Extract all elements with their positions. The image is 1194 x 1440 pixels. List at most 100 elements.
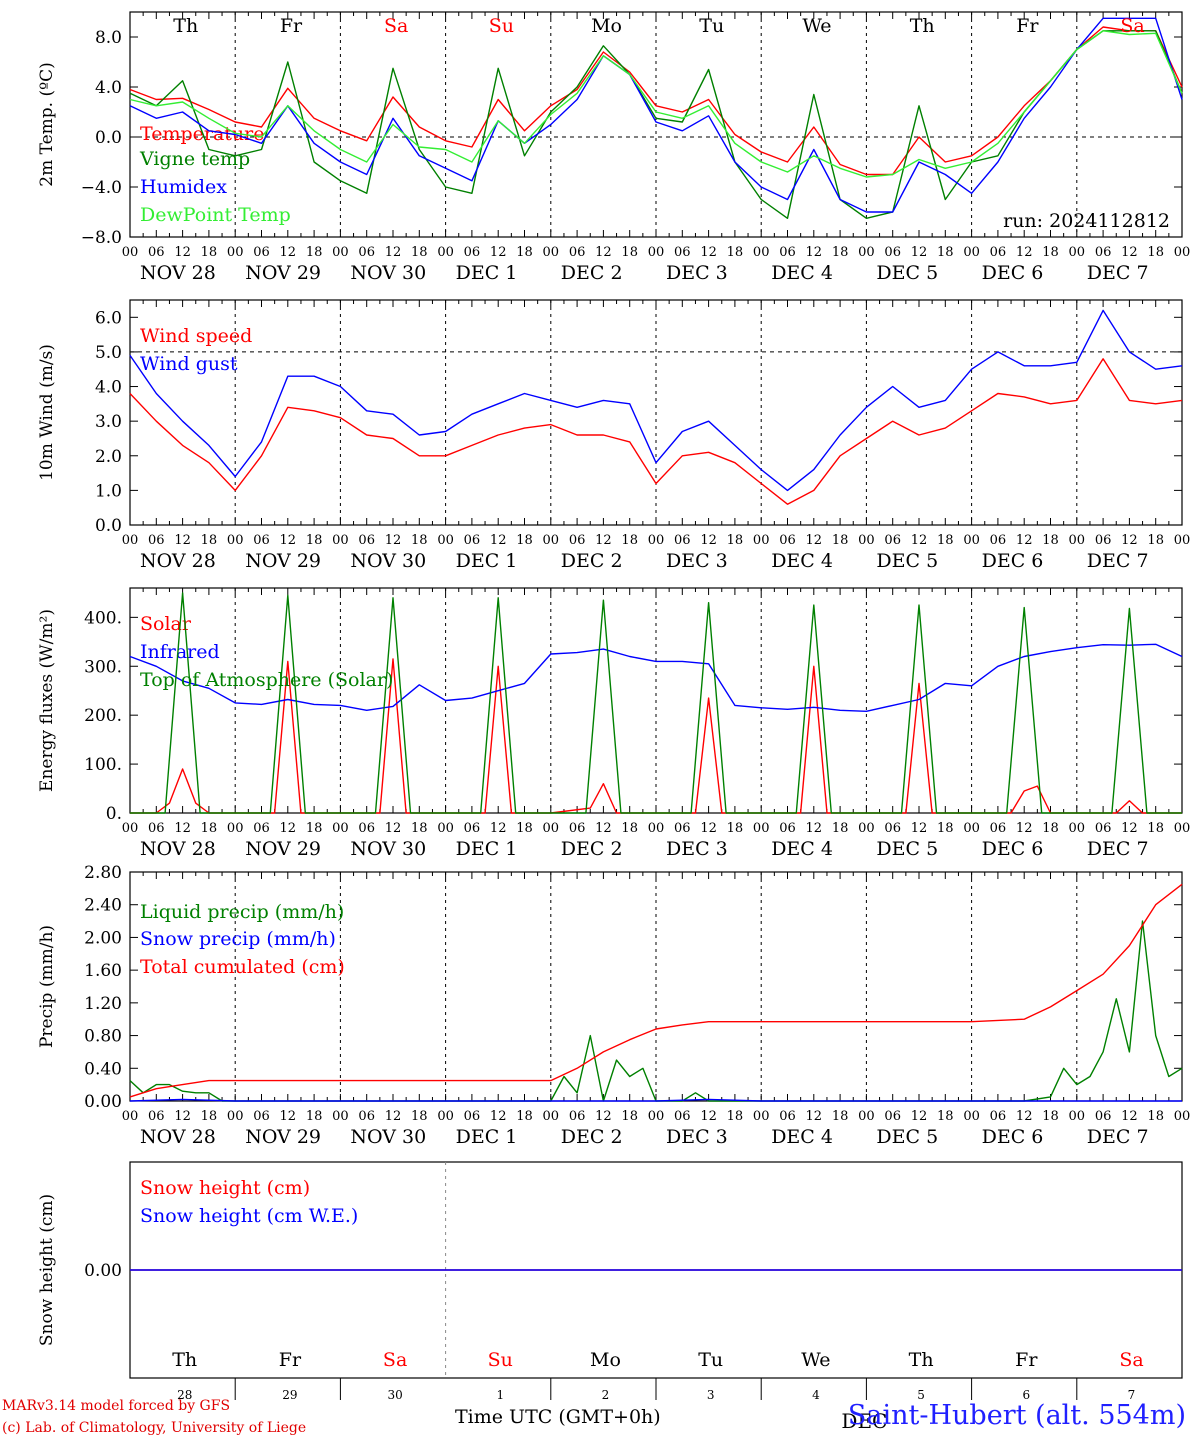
y-tick-label: −8.0 [81,228,122,248]
hour-tick-label: 18 [937,245,954,260]
hour-tick-label: 06 [569,1109,586,1124]
hour-tick-label: 06 [464,533,481,548]
hour-tick-label: 12 [1121,821,1138,836]
hour-tick-label: 18 [306,821,323,836]
hour-tick-label: 18 [937,821,954,836]
day-number-label: 3 [707,1388,715,1402]
hour-tick-label: 06 [990,1109,1007,1124]
day-name-label: Th [172,1349,197,1371]
hour-tick-label: 00 [437,245,454,260]
date-label: DEC 2 [561,1126,623,1148]
hour-tick-label: 06 [674,533,691,548]
date-label: DEC 2 [561,262,623,284]
day-number-label: 7 [1128,1388,1136,1402]
hour-tick-label: 00 [858,821,875,836]
series-line-wind-speed [129,358,1183,505]
day-name-label: Th [910,15,935,37]
panel-1: 00 06 12 18 00 06 12 18 00 06 12 18 00 06 12 18 00 06 12 18… [37,11,1190,284]
date-label: DEC 4 [771,262,833,284]
hour-tick-label: 12 [490,245,507,260]
date-label: DEC 6 [982,838,1044,860]
hour-tick-label: 12 [174,821,191,836]
hour-tick-label: 18 [306,533,323,548]
day-number-label: 29 [282,1388,297,1402]
hour-tick-label: 06 [253,1109,270,1124]
hour-tick-label: 00 [332,245,349,260]
hour-tick-label: 00 [332,821,349,836]
hour-tick-label: 06 [884,1109,901,1124]
date-label: NOV 29 [245,262,321,284]
y-tick-label: 1.20 [84,994,122,1014]
hour-tick-label: 12 [911,245,928,260]
date-label: NOV 28 [140,550,216,572]
hour-tick-label: 06 [253,245,270,260]
day-name-label: Fr [1015,1349,1038,1371]
date-label: DEC 6 [982,1126,1044,1148]
hour-tick-label: 12 [385,1109,402,1124]
legend-label: Top of Atmosphere (Solar) [140,669,393,691]
day-number-label: 4 [812,1388,820,1402]
hour-tick-label: 00 [963,533,980,548]
y-tick-label: 400. [84,608,122,628]
hour-tick-label: 06 [569,533,586,548]
date-label: DEC 7 [1087,262,1149,284]
y-axis-label: 10m Wind (m/s) [37,344,57,481]
date-label: DEC 6 [982,262,1044,284]
time-axis-title: Time UTC (GMT+0h) [455,1406,661,1428]
hour-tick-label: 12 [806,821,823,836]
hour-tick-label: 06 [674,821,691,836]
hour-tick-label: 00 [543,1109,560,1124]
date-label: DEC 7 [1087,838,1149,860]
legend-label: Snow precip (mm/h) [140,928,336,950]
date-label: DEC 2 [561,838,623,860]
hour-tick-label: 00 [753,821,770,836]
date-label: DEC 5 [876,550,938,572]
hour-tick-label: 18 [306,1109,323,1124]
series-line-snow-precip-mm-h- [129,1098,1182,1102]
hour-tick-label: 06 [990,533,1007,548]
chart-panels: 00 06 12 18 00 06 12 18 00 06 12 18 00 06 12 18 00 06 12 18… [37,11,1190,1433]
hour-tick-label: 12 [700,1109,717,1124]
series-line-wind-gust [129,309,1183,492]
hour-tick-label: 18 [1042,821,1059,836]
hour-tick-label: 06 [990,821,1007,836]
day-name-label: Sa [384,15,408,37]
day-name-label: We [802,15,831,37]
date-label: DEC 7 [1087,1126,1149,1148]
date-label: NOV 28 [140,262,216,284]
hour-tick-label: 00 [963,821,980,836]
hour-tick-label: 18 [1147,533,1164,548]
hour-tick-label: 06 [358,821,375,836]
day-name-label: Su [488,1349,513,1371]
day-number-label: 6 [1022,1388,1030,1402]
date-label: NOV 29 [245,1126,321,1148]
hour-tick-label: 18 [832,245,849,260]
legend-label: Wind speed [140,325,252,347]
hour-tick-label: 12 [385,245,402,260]
hour-tick-label: 18 [411,1109,428,1124]
hour-tick-label: 18 [1042,1109,1059,1124]
hour-tick-label: 18 [516,821,533,836]
day-number-label: 2 [602,1388,610,1402]
hour-tick-label: 00 [332,1109,349,1124]
date-label: DEC 2 [561,550,623,572]
hour-tick-label: 12 [1121,533,1138,548]
hour-tick-label: 12 [385,821,402,836]
legend-label: Liquid precip (mm/h) [140,901,344,923]
hour-tick-label: 18 [832,821,849,836]
y-tick-label: 5.0 [95,343,122,363]
hour-tick-label: 06 [884,245,901,260]
hour-tick-label: 06 [779,821,796,836]
day-number-label: 5 [917,1388,925,1402]
y-tick-label: 6.0 [95,308,122,328]
day-name-label: Tu [699,15,724,37]
hour-tick-label: 18 [411,821,428,836]
series-line-vigne-temp [129,30,1183,220]
hour-tick-label: 12 [595,245,612,260]
hour-tick-label: 00 [858,1109,875,1124]
hour-tick-label: 00 [858,533,875,548]
hour-tick-label: 18 [727,245,744,260]
hour-tick-label: 00 [1069,1109,1086,1124]
day-name-label: Su [489,15,514,37]
day-name-label: Mo [590,1349,621,1371]
